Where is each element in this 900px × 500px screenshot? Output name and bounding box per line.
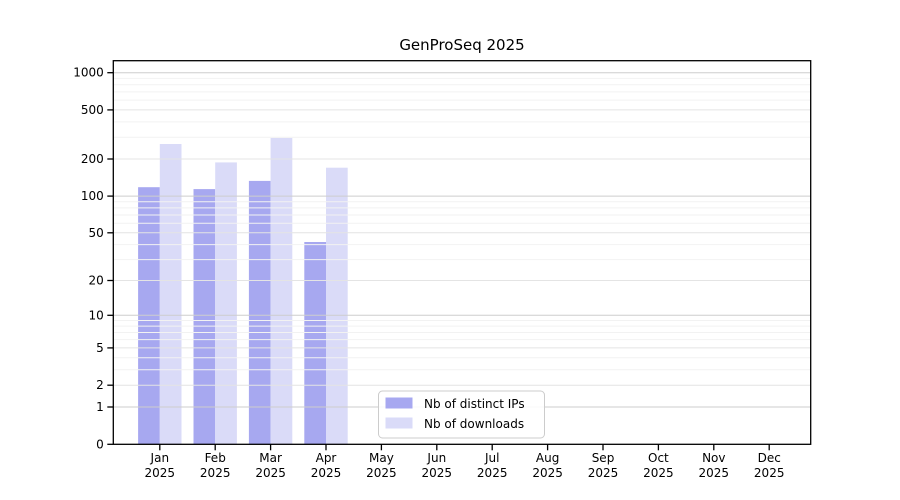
legend-label-nb-of-distinct-ips: Nb of distinct IPs <box>424 397 525 411</box>
x-tick-label-year-dec: 2025 <box>754 466 785 480</box>
x-tick-label-year-apr: 2025 <box>311 466 342 480</box>
y-tick-label-2: 2 <box>96 378 104 392</box>
bar-downloads-feb-2025 <box>215 162 237 445</box>
x-tick-label-year-mar: 2025 <box>255 466 286 480</box>
bar-downloads-jan-2025 <box>159 144 182 445</box>
x-tick-label-month-jun: Jun <box>426 451 446 465</box>
x-tick-label-month-jan: Jan <box>150 451 170 465</box>
y-tick-label-10: 10 <box>89 308 104 322</box>
bar-distinct-ips-feb-2025 <box>193 189 216 445</box>
y-tick-label-5: 5 <box>96 341 104 355</box>
x-tick-label-year-sep: 2025 <box>588 466 619 480</box>
bar-distinct-ips-mar-2025 <box>248 180 271 445</box>
x-tick-label-year-jan: 2025 <box>145 466 176 480</box>
x-tick-label-month-oct: Oct <box>648 451 669 465</box>
bar-distinct-ips-apr-2025 <box>304 242 326 445</box>
x-tick-label-year-oct: 2025 <box>643 466 674 480</box>
x-tick-label-year-jul: 2025 <box>477 466 508 480</box>
y-tick-label-1000: 1000 <box>73 66 104 80</box>
x-tick-label-year-jun: 2025 <box>422 466 453 480</box>
y-tick-label-500: 500 <box>81 103 104 117</box>
x-tick-label-month-apr: Apr <box>316 451 337 465</box>
legend-swatch-nb-of-distinct-ips <box>385 397 413 409</box>
bar-downloads-mar-2025 <box>270 137 293 445</box>
x-tick-label-month-nov: Nov <box>702 451 725 465</box>
x-tick-label-month-sep: Sep <box>592 451 615 465</box>
y-tick-label-20: 20 <box>89 274 104 288</box>
legend-swatch-nb-of-downloads <box>385 417 413 429</box>
x-tick-label-month-dec: Dec <box>758 451 781 465</box>
x-tick-label-month-jul: Jul <box>484 451 499 465</box>
x-tick-label-year-aug: 2025 <box>532 466 563 480</box>
x-tick-label-month-mar: Mar <box>259 451 282 465</box>
x-tick-label-year-feb: 2025 <box>200 466 231 480</box>
y-tick-label-50: 50 <box>89 226 104 240</box>
y-tick-label-1: 1 <box>96 400 104 414</box>
x-tick-label-year-nov: 2025 <box>699 466 730 480</box>
y-tick-label-0: 0 <box>96 437 104 451</box>
plot-frame <box>112 60 812 445</box>
x-tick-label-month-aug: Aug <box>536 451 559 465</box>
legend-label-nb-of-downloads: Nb of downloads <box>424 417 524 431</box>
chart-title: GenProSeq 2025 <box>399 36 525 54</box>
x-tick-label-year-may: 2025 <box>366 466 397 480</box>
y-tick-label-200: 200 <box>81 152 104 166</box>
x-tick-label-month-feb: Feb <box>205 451 226 465</box>
legend-box <box>378 390 545 439</box>
x-tick-label-month-may: May <box>369 451 394 465</box>
y-tick-label-100: 100 <box>81 189 104 203</box>
bar-downloads-apr-2025 <box>326 167 348 445</box>
